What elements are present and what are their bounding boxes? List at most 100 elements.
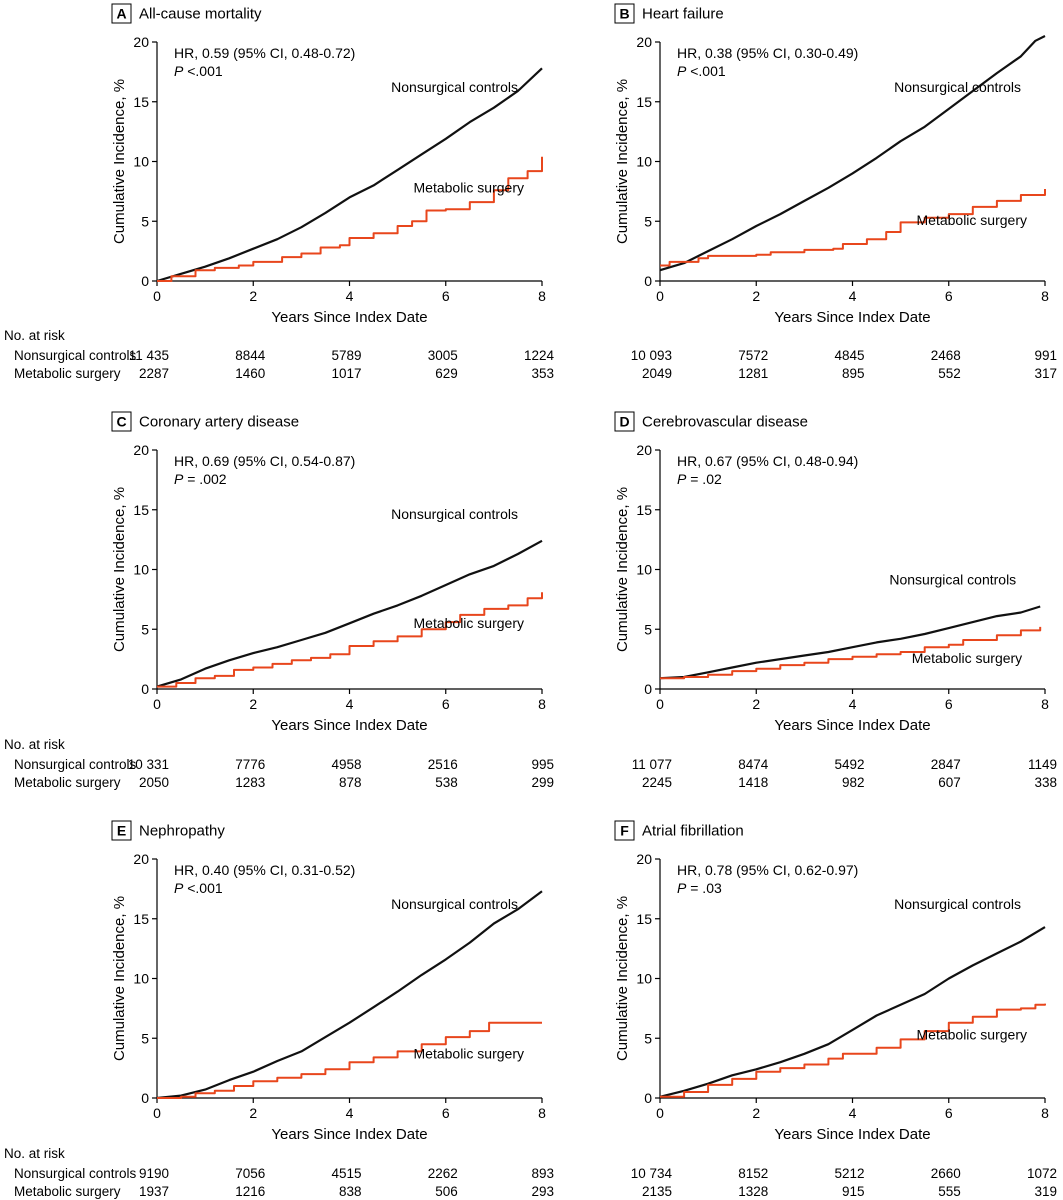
risk-row-label-controls: Nonsurgical controls bbox=[14, 348, 137, 363]
risk-count-surgery: 319 bbox=[1034, 1184, 1057, 1199]
x-tick-label: 4 bbox=[346, 1105, 354, 1121]
risk-count-surgery: 607 bbox=[938, 775, 961, 790]
controls-curve-label: Nonsurgical controls bbox=[391, 896, 518, 912]
panel-letter: C bbox=[116, 414, 126, 430]
risk-count-surgery: 629 bbox=[435, 366, 458, 381]
x-tick-label: 8 bbox=[1041, 1105, 1049, 1121]
x-tick-label: 4 bbox=[346, 696, 354, 712]
risk-count-controls: 2468 bbox=[930, 348, 961, 363]
panel-label: D Cerebrovascular disease bbox=[614, 411, 808, 432]
panel-title: Heart failure bbox=[642, 6, 724, 23]
surgery-curve-label: Metabolic surgery bbox=[414, 180, 525, 196]
panel-letter-box bbox=[614, 3, 635, 24]
panel-title: Atrial fibrillation bbox=[642, 823, 744, 840]
risk-count-controls: 11 077 bbox=[631, 757, 672, 772]
risk-count-surgery: 1281 bbox=[738, 366, 769, 381]
panel-label: A All-cause mortality bbox=[111, 3, 262, 24]
y-tick-label: 15 bbox=[636, 502, 652, 518]
p-value: P <.001 bbox=[174, 63, 223, 79]
x-tick-label: 2 bbox=[249, 1105, 257, 1121]
risk-count-controls: 2660 bbox=[930, 1166, 961, 1181]
risk-header: No. at risk bbox=[4, 737, 65, 752]
panel-letter-box bbox=[111, 820, 132, 841]
risk-count-surgery: 895 bbox=[841, 366, 865, 381]
x-axis-label: Years Since Index Date bbox=[774, 1126, 930, 1143]
x-tick-label: 2 bbox=[249, 696, 257, 712]
panel-title: Cerebrovascular disease bbox=[642, 414, 808, 431]
x-axis-label: Years Since Index Date bbox=[774, 717, 930, 734]
y-tick-label: 0 bbox=[644, 1090, 652, 1106]
surgery-curve-label: Metabolic surgery bbox=[917, 1027, 1028, 1043]
y-tick-label: 0 bbox=[644, 273, 652, 289]
panel-title: Coronary artery disease bbox=[139, 414, 299, 431]
risk-count-controls: 5212 bbox=[834, 1166, 865, 1181]
x-tick-label: 6 bbox=[442, 696, 450, 712]
risk-count-controls: 1072 bbox=[1026, 1166, 1057, 1181]
y-tick-label: 10 bbox=[133, 971, 149, 987]
x-tick-label: 6 bbox=[442, 1105, 450, 1121]
risk-header: No. at risk bbox=[4, 328, 65, 343]
panel-c: C Coronary artery disease 0 5 10 15 20 0 2 4 6 8 Yea… bbox=[111, 411, 546, 734]
y-axis-label: Cumulative Incidence, % bbox=[614, 896, 631, 1061]
p-value: P = .02 bbox=[677, 471, 722, 487]
p-number: = .02 bbox=[686, 471, 722, 487]
risk-count-controls: 995 bbox=[531, 757, 554, 772]
risk-count-surgery: 915 bbox=[841, 1184, 865, 1199]
risk-count-surgery: 878 bbox=[338, 775, 362, 790]
risk-count-controls: 4958 bbox=[331, 757, 362, 772]
x-tick-label: 4 bbox=[849, 696, 857, 712]
controls-curve-label: Nonsurgical controls bbox=[391, 506, 518, 522]
risk-count-surgery: 838 bbox=[338, 1184, 362, 1199]
p-number: = .03 bbox=[686, 880, 722, 896]
x-tick-label: 8 bbox=[1041, 696, 1049, 712]
x-tick-label: 0 bbox=[656, 696, 664, 712]
surgery-curve-label: Metabolic surgery bbox=[912, 650, 1023, 666]
y-tick-label: 20 bbox=[133, 442, 149, 458]
panel-title: Nephropathy bbox=[139, 823, 225, 840]
controls-curve-label: Nonsurgical controls bbox=[894, 79, 1021, 95]
panel-letter-box bbox=[111, 411, 132, 432]
x-tick-label: 2 bbox=[752, 1105, 760, 1121]
y-tick-label: 10 bbox=[636, 971, 652, 987]
risk-count-controls: 5789 bbox=[331, 348, 362, 363]
x-tick-label: 4 bbox=[346, 288, 354, 304]
panel-letter-box bbox=[614, 820, 635, 841]
y-tick-label: 15 bbox=[636, 911, 652, 927]
y-tick-label: 5 bbox=[644, 213, 652, 229]
y-tick-label: 10 bbox=[133, 562, 149, 578]
p-value: P <.001 bbox=[677, 63, 726, 79]
panel-label: C Coronary artery disease bbox=[111, 411, 299, 432]
risk-count-surgery: 2245 bbox=[641, 775, 672, 790]
x-tick-label: 6 bbox=[442, 288, 450, 304]
controls-curve bbox=[156, 890, 543, 1100]
hazard-ratio: HR, 0.69 (95% CI, 0.54-0.87) bbox=[174, 453, 355, 469]
risk-count-controls: 8844 bbox=[235, 348, 266, 363]
hazard-ratio: HR, 0.67 (95% CI, 0.48-0.94) bbox=[677, 453, 858, 469]
x-tick-label: 6 bbox=[945, 1105, 953, 1121]
p-number: <.001 bbox=[686, 63, 726, 79]
x-tick-label: 2 bbox=[752, 696, 760, 712]
panel-a: A All-cause mortality 0 5 10 15 20 0 2 4 6 8 Years S… bbox=[111, 3, 546, 326]
risk-count-controls: 2262 bbox=[427, 1166, 458, 1181]
x-tick-label: 2 bbox=[249, 288, 257, 304]
controls-curve bbox=[156, 539, 543, 688]
y-tick-label: 0 bbox=[141, 1090, 149, 1106]
y-tick-label: 5 bbox=[141, 1030, 149, 1046]
y-tick-label: 5 bbox=[644, 1030, 652, 1046]
risk-row-label-controls: Nonsurgical controls bbox=[14, 1166, 137, 1181]
y-tick-label: 15 bbox=[636, 94, 652, 110]
risk-count-controls: 991 bbox=[1034, 348, 1057, 363]
risk-count-controls: 2516 bbox=[427, 757, 458, 772]
p-symbol: P bbox=[677, 880, 687, 896]
y-tick-label: 5 bbox=[141, 621, 149, 637]
panel-label: F Atrial fibrillation bbox=[614, 820, 744, 841]
panel-title: All-cause mortality bbox=[139, 6, 262, 23]
y-axis-label: Cumulative Incidence, % bbox=[614, 487, 631, 652]
y-tick-label: 15 bbox=[133, 94, 149, 110]
risk-header: No. at risk bbox=[4, 1146, 65, 1161]
risk-count-surgery: 538 bbox=[435, 775, 458, 790]
x-tick-label: 0 bbox=[153, 288, 161, 304]
hazard-ratio: HR, 0.38 (95% CI, 0.30-0.49) bbox=[677, 45, 858, 61]
p-value: P = .03 bbox=[677, 880, 722, 896]
